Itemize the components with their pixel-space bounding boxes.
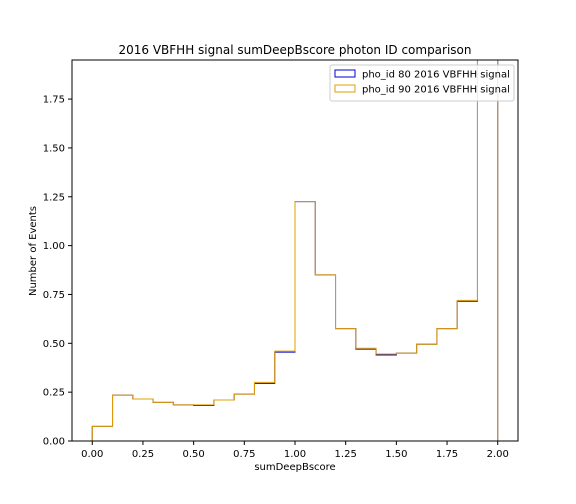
legend-swatch (334, 84, 356, 93)
x-tick-label: 0.00 (81, 449, 103, 460)
y-axis: 0.00 0.25 0.50 0.75 1.00 1.25 1.50 1.75 (43, 95, 72, 448)
x-axis-label: sumDeepBscore (254, 462, 335, 473)
x-tick-label: 2.00 (487, 449, 509, 460)
legend-swatch (334, 69, 356, 78)
x-tick-label: 0.25 (132, 449, 154, 460)
y-tick-label: 0.00 (43, 437, 65, 448)
y-tick-label: 1.50 (43, 143, 65, 154)
x-tick-label: 1.25 (335, 449, 357, 460)
histogram-series-2 (91, 60, 499, 441)
x-tick-label: 1.50 (385, 449, 407, 460)
x-tick-label: 1.75 (436, 449, 458, 460)
x-axis: 0.00 0.25 0.50 0.75 1.00 1.25 1.50 1.75 2.00 (81, 441, 509, 460)
y-tick-label: 0.50 (43, 339, 65, 350)
legend-label: pho_id 90 2016 VBFHH signal (362, 85, 510, 96)
y-tick-label: 1.75 (43, 95, 65, 106)
x-tick-label: 1.00 (284, 449, 306, 460)
legend-box (329, 64, 515, 102)
y-tick-label: 0.75 (43, 290, 65, 301)
x-tick-label: 0.50 (183, 449, 205, 460)
chart-title: 2016 VBFHH signal sumDeepBscore photon I… (118, 43, 471, 57)
y-tick-label: 0.25 (43, 388, 65, 399)
y-tick-label: 1.25 (43, 192, 65, 203)
y-tick-label: 1.00 (43, 241, 65, 252)
legend-label: pho_id 80 2016 VBFHH signal (362, 70, 510, 81)
y-axis-label: Number of Events (28, 206, 39, 296)
x-tick-label: 0.75 (233, 449, 255, 460)
plot-area (71, 59, 519, 442)
legend: pho_id 80 2016 VBFHH signal pho_id 90 201… (329, 64, 515, 102)
